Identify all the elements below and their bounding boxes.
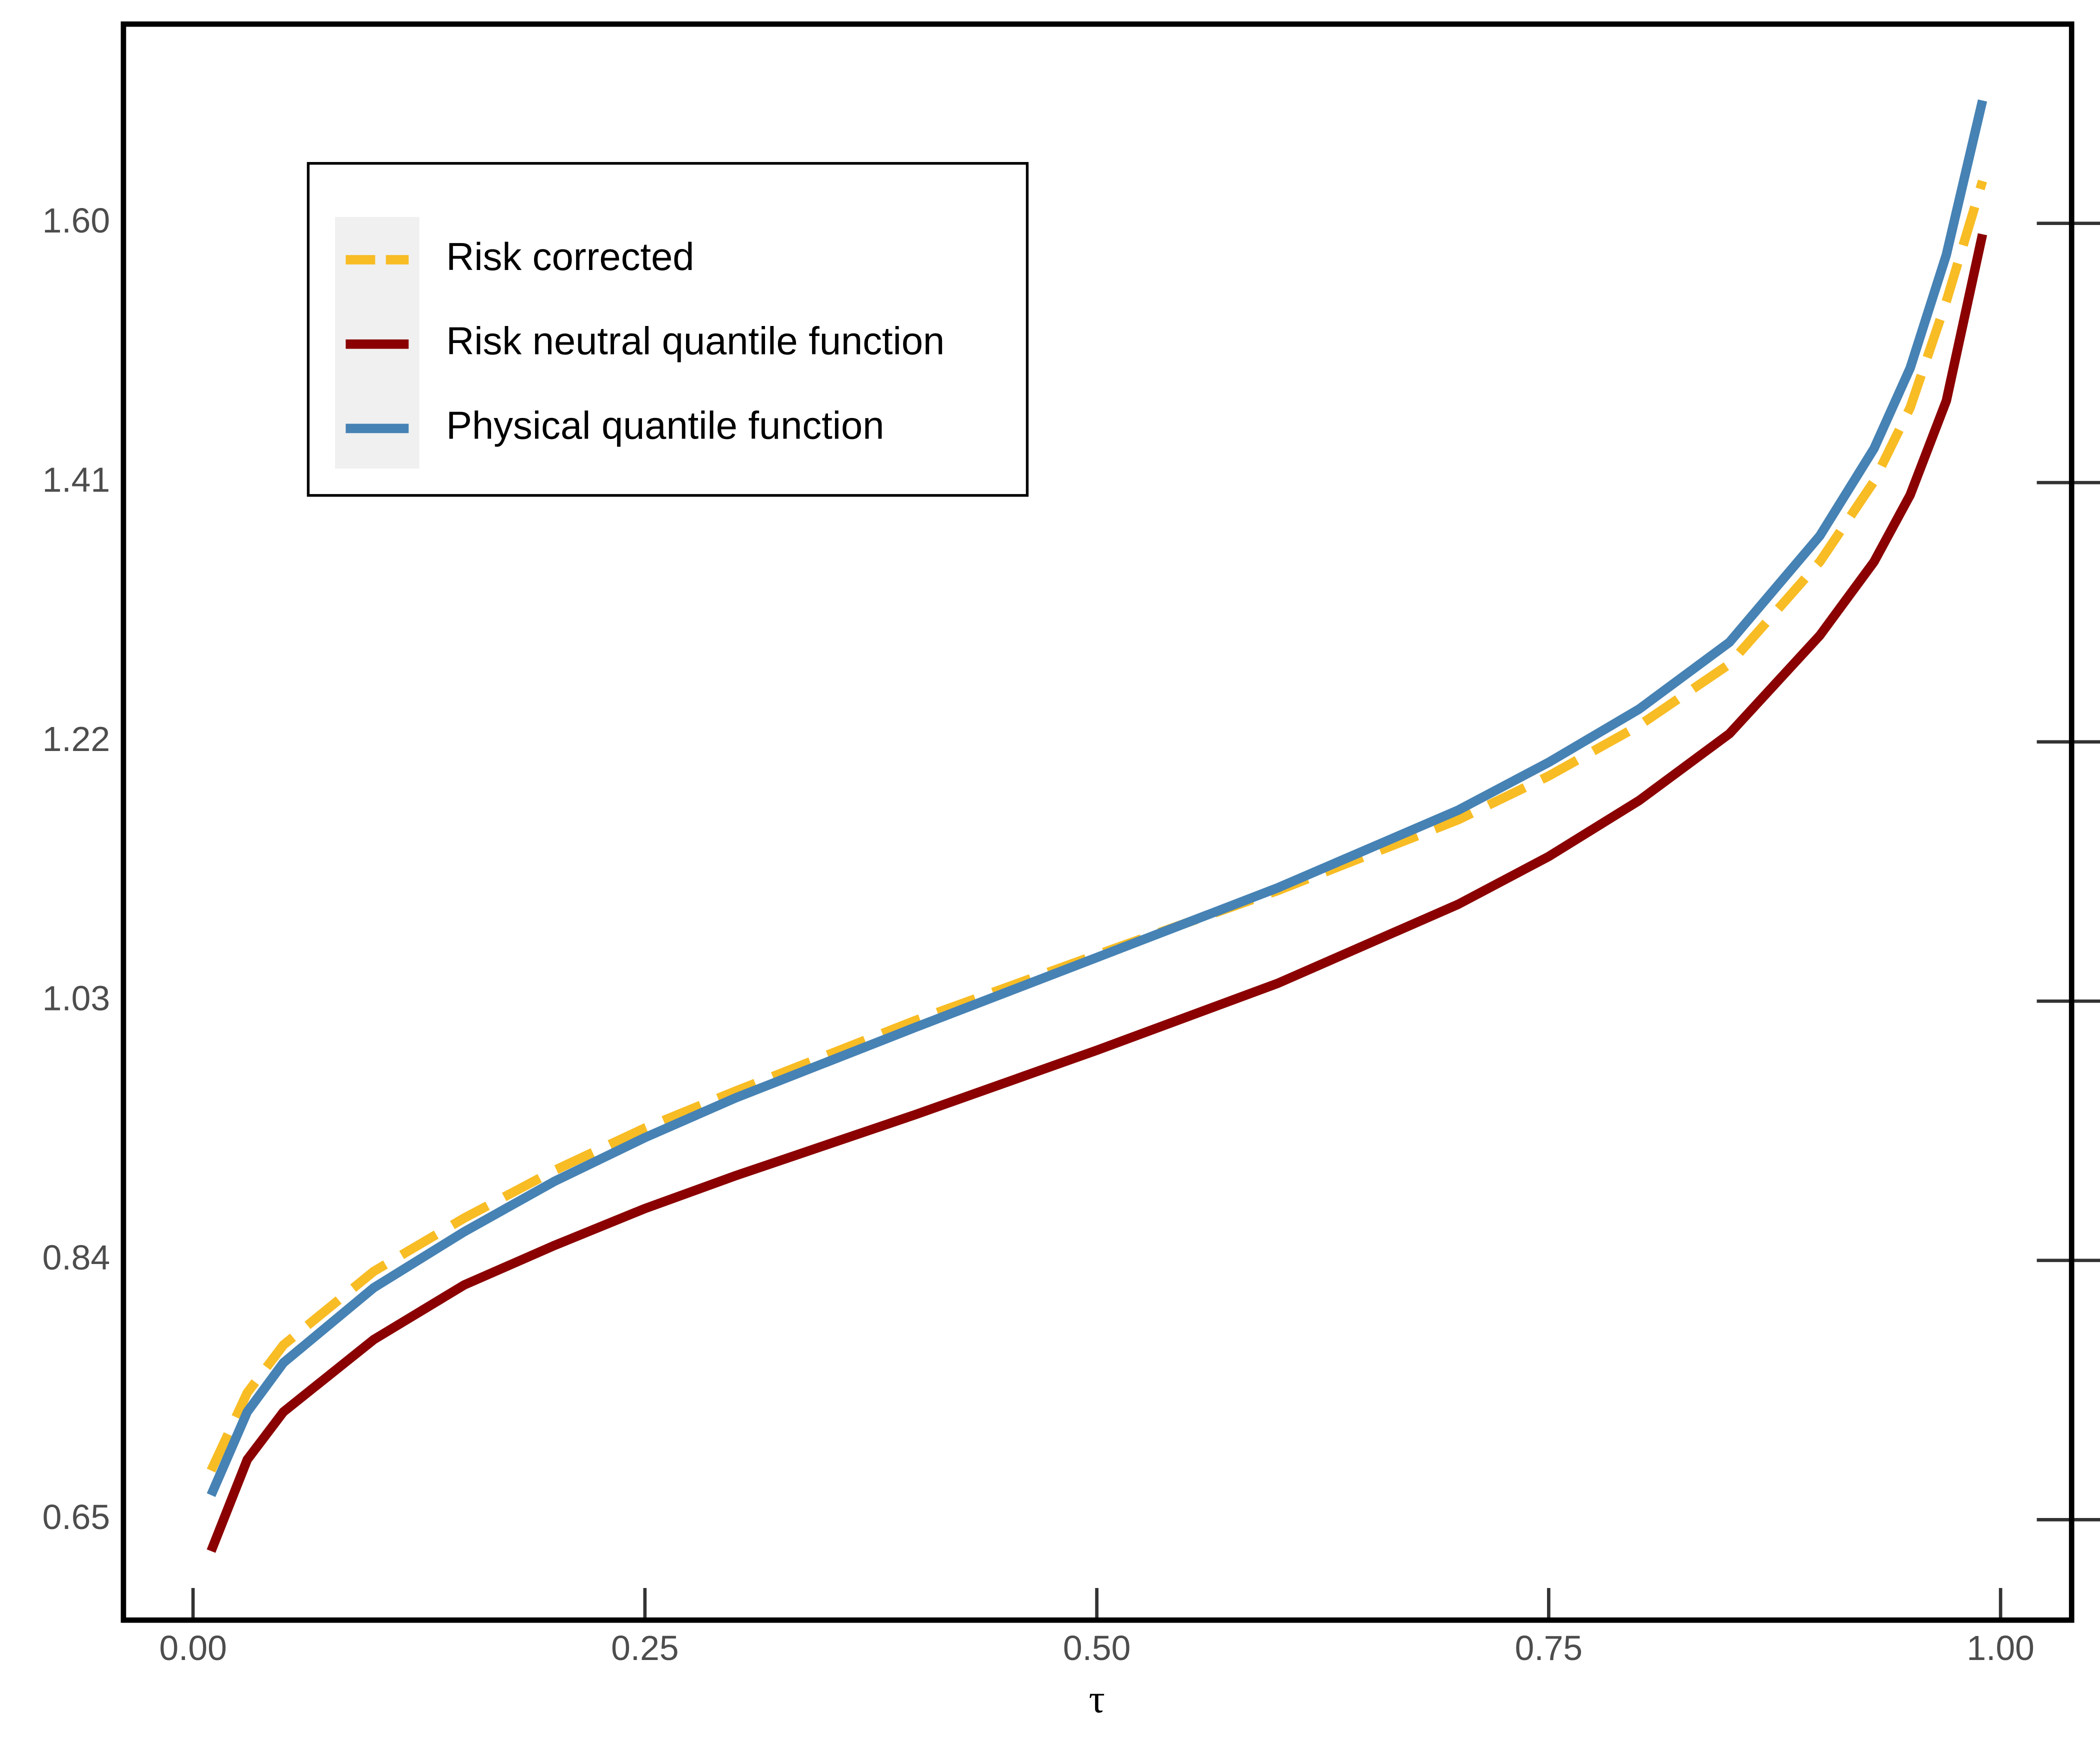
legend-label: Risk neutral quantile function: [446, 320, 944, 363]
x-tick-label: 0.00: [159, 1628, 226, 1668]
y-tick-label: 1.03: [42, 979, 110, 1018]
legend-label: Physical quantile function: [446, 404, 884, 447]
x-tick-label: 1.00: [1966, 1628, 2034, 1668]
x-axis-label: τ: [1089, 1677, 1105, 1722]
y-tick-label: 0.65: [42, 1498, 110, 1536]
x-tick-label: 0.75: [1515, 1628, 1582, 1668]
legend-label: Risk corrected: [446, 236, 694, 278]
legend: Risk corrected Risk neutral quantile func…: [306, 162, 1029, 497]
plot-frame: [120, 21, 2074, 1623]
x-tick-label: 0.25: [611, 1628, 678, 1668]
x-tick-label: 0.50: [1063, 1628, 1130, 1668]
y-tick-label: 1.60: [42, 201, 110, 240]
line-series: [206, 99, 1988, 1497]
legend-box: [306, 162, 1029, 497]
line-series: [206, 233, 1988, 1553]
y-tick-label: 0.84: [42, 1238, 110, 1277]
y-tick-label: 1.22: [42, 720, 110, 758]
y-tick-label: 1.41: [42, 460, 110, 500]
